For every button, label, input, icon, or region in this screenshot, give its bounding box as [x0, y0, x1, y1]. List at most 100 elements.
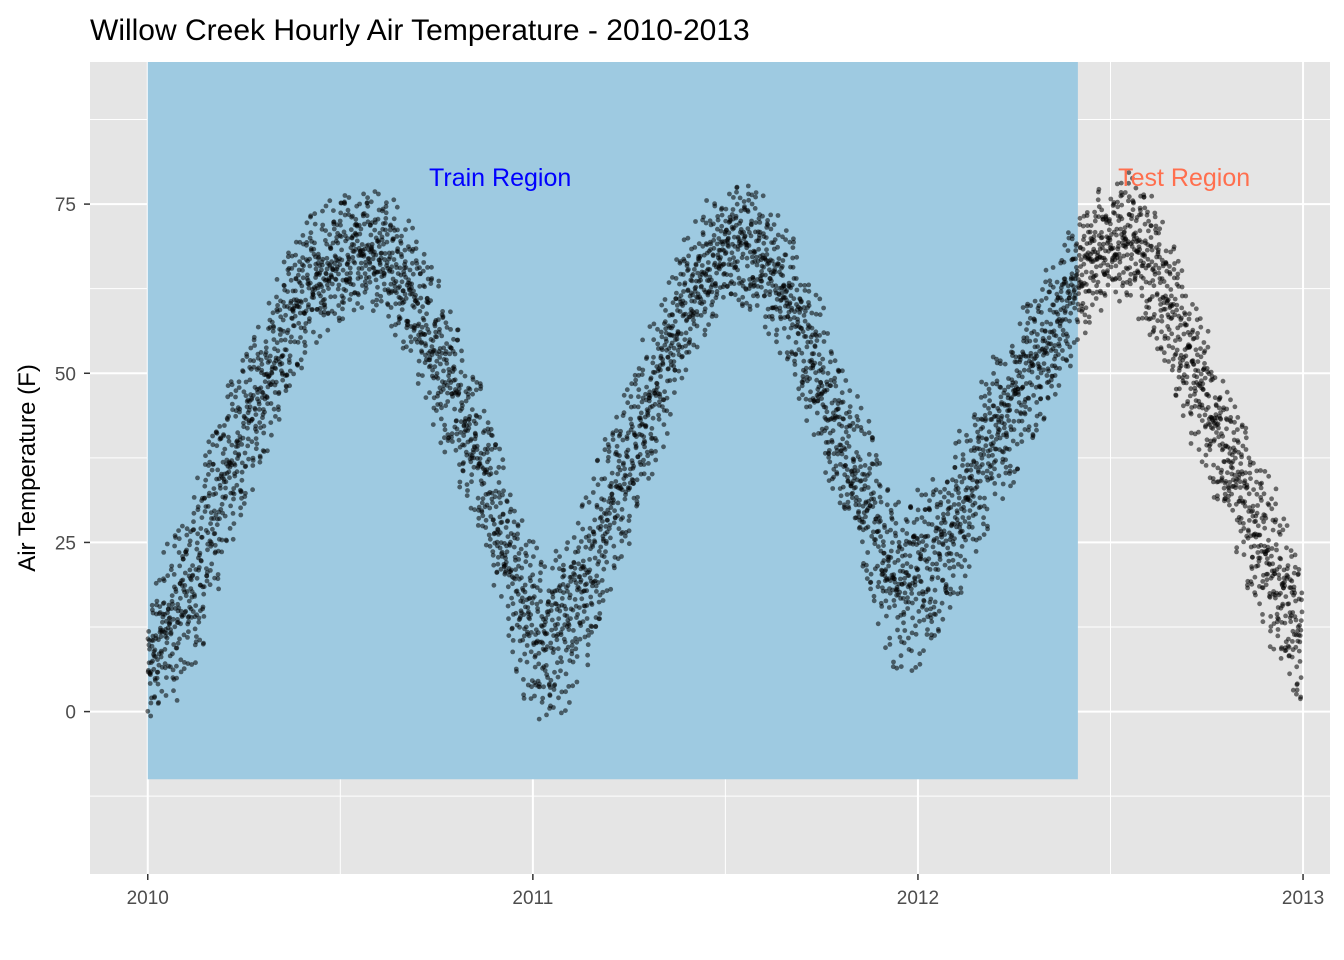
data-point	[978, 504, 983, 510]
data-point	[145, 708, 151, 714]
data-point	[744, 255, 750, 261]
data-point	[1043, 267, 1049, 273]
data-point	[1124, 252, 1130, 258]
data-point	[397, 316, 403, 321]
data-point	[1087, 320, 1092, 325]
data-point	[1154, 335, 1160, 341]
data-point	[701, 214, 706, 220]
data-point	[584, 588, 590, 594]
data-point	[941, 511, 946, 517]
data-point	[960, 463, 965, 468]
data-point	[567, 592, 573, 598]
data-point	[626, 528, 632, 534]
data-point	[538, 570, 543, 576]
data-point	[651, 354, 656, 360]
data-point	[418, 295, 424, 301]
data-point	[452, 366, 457, 372]
data-point	[967, 521, 972, 526]
data-point	[287, 353, 293, 359]
data-point	[1102, 293, 1108, 298]
data-point	[697, 253, 703, 259]
data-point	[1228, 419, 1234, 425]
data-point	[801, 305, 807, 310]
data-point	[1094, 283, 1099, 289]
data-point	[157, 577, 162, 583]
data-point	[1041, 361, 1047, 366]
data-point	[1206, 393, 1212, 399]
data-point	[560, 582, 566, 587]
data-point	[814, 338, 820, 343]
data-point	[662, 319, 668, 325]
data-point	[403, 296, 409, 301]
data-point	[456, 390, 462, 396]
data-point	[440, 309, 445, 314]
data-point	[806, 282, 812, 288]
data-point	[253, 412, 259, 417]
data-point	[231, 496, 236, 502]
data-point	[281, 283, 287, 289]
data-point	[1095, 197, 1101, 203]
data-point	[255, 324, 261, 330]
data-point	[1142, 253, 1147, 259]
data-point	[616, 458, 622, 464]
data-point	[510, 649, 516, 655]
data-point	[1194, 374, 1200, 380]
data-point	[362, 271, 368, 276]
data-point	[871, 490, 876, 496]
data-point	[152, 694, 158, 699]
data-point	[552, 682, 558, 688]
data-point	[473, 421, 479, 427]
data-point	[1116, 244, 1121, 249]
data-point	[522, 651, 528, 657]
data-point	[215, 572, 221, 577]
data-point	[1211, 479, 1216, 485]
data-point	[1138, 212, 1144, 217]
data-point	[414, 239, 419, 245]
data-point	[958, 590, 964, 595]
data-point	[1086, 288, 1092, 294]
data-point	[1021, 367, 1027, 373]
data-point	[671, 359, 677, 364]
data-point	[530, 539, 536, 545]
data-point	[647, 389, 653, 395]
data-point	[1114, 232, 1119, 238]
data-point	[562, 639, 568, 645]
data-point	[839, 390, 845, 396]
data-point	[325, 282, 330, 288]
data-point	[873, 537, 878, 543]
data-point	[1007, 407, 1013, 413]
data-point	[1215, 421, 1221, 427]
data-point	[1063, 279, 1069, 285]
data-point	[976, 439, 982, 445]
data-point	[1127, 277, 1133, 283]
data-point	[411, 304, 417, 310]
data-point	[987, 398, 992, 404]
data-point	[590, 490, 596, 495]
data-point	[695, 270, 701, 276]
data-point	[306, 302, 311, 308]
data-point	[778, 316, 784, 322]
data-point	[980, 470, 986, 476]
data-point	[168, 630, 174, 636]
data-point	[902, 576, 907, 581]
data-point	[1000, 481, 1006, 487]
train-region	[147, 62, 1078, 780]
data-point	[906, 599, 911, 605]
data-point	[413, 292, 418, 298]
data-point	[1105, 282, 1111, 288]
data-point	[413, 246, 419, 252]
data-point	[438, 440, 444, 446]
data-point	[570, 607, 576, 613]
data-point	[325, 310, 331, 316]
data-point	[1139, 239, 1144, 245]
data-point	[299, 289, 305, 294]
data-point	[991, 440, 996, 446]
data-point	[936, 608, 942, 614]
data-point	[323, 228, 328, 234]
data-point	[1191, 362, 1197, 367]
data-point	[205, 504, 211, 509]
data-point	[445, 390, 450, 396]
data-point	[690, 272, 696, 277]
data-point	[691, 317, 696, 323]
data-point	[716, 236, 722, 241]
